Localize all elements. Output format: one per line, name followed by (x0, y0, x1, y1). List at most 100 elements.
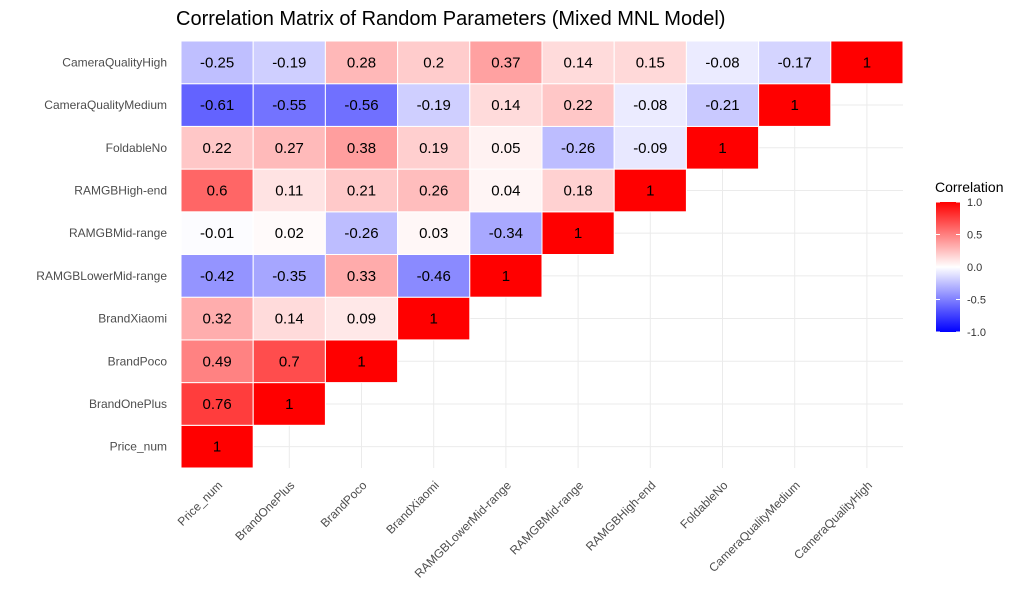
cell-value-label: 0.19 (419, 140, 448, 157)
cell-value-label: 0.14 (491, 97, 520, 114)
cell-value-label: -0.01 (200, 225, 234, 242)
legend-tick-label: -0.5 (967, 295, 986, 307)
cell-value-label: -0.34 (489, 225, 523, 242)
y-tick-label: FoldableNo (106, 141, 168, 155)
heatmap-cell (180, 40, 254, 85)
y-tick-label: BrandOnePlus (89, 397, 167, 411)
cell-value-label: 1 (718, 140, 726, 157)
cell-value-label: 0.38 (347, 140, 376, 157)
x-tick-label: FoldableNo (677, 478, 731, 532)
heatmap-cell (685, 40, 760, 85)
x-tick-label: RAMGBHigh-end (583, 478, 658, 553)
cell-value-label: 0.22 (202, 140, 231, 157)
cell-value-label: -0.08 (633, 97, 667, 114)
cell-value-label: 0.14 (563, 54, 592, 71)
heatmap-cell (252, 382, 326, 426)
cell-value-label: -0.21 (705, 97, 739, 114)
heatmap-cell (685, 83, 760, 127)
heatmap-cell (397, 254, 471, 298)
cell-value-label: -0.19 (272, 54, 306, 71)
heatmap-cell (324, 339, 399, 384)
cell-value-label: -0.17 (778, 54, 812, 71)
heatmap-cell (252, 296, 326, 341)
heatmap-cell (324, 211, 399, 256)
cell-value-label: 1 (357, 353, 365, 370)
x-tick-label: RAMGBMid-range (507, 478, 586, 557)
y-axis: Price_num BrandOnePlus BrandPoco BrandXiaom… (36, 55, 167, 453)
cell-value-label: 0.11 (275, 182, 303, 199)
heatmap-cell (180, 168, 254, 213)
heatmap-cell (324, 83, 399, 127)
legend-ticks: 1.0 0.5 0.0 -0.5 -1.0 (936, 197, 986, 339)
x-tick-label: CameraQualityHigh (791, 478, 875, 562)
legend-tick-label: 0.0 (967, 262, 982, 274)
cell-value-label: 0.7 (279, 353, 300, 370)
cell-value-label: 0.28 (347, 54, 376, 71)
heatmap-cell (397, 296, 471, 341)
y-tick-label: CameraQualityMedium (44, 98, 167, 112)
cell-value-label: 0.18 (563, 182, 592, 199)
heatmap-cell (180, 83, 254, 127)
heatmap-cell (469, 168, 543, 213)
cell-value-label: 1 (791, 97, 799, 114)
heatmap-cell (252, 40, 326, 85)
x-tick-label: BrandXiaomi (383, 478, 441, 536)
cell-value-label: 0.21 (347, 182, 376, 199)
heatmap-cell (541, 168, 615, 213)
heatmap-cell (469, 125, 543, 170)
heatmap-cell (180, 382, 254, 426)
cell-value-label: 0.15 (636, 54, 665, 71)
cell-value-labels: 1 0.76 1 0.49 0.7 1 0.32 0.14 0.09 1 -0.42 -0.35 0.3… (200, 54, 871, 455)
heatmap-cell (397, 211, 471, 256)
cell-value-label: -0.42 (200, 268, 234, 285)
y-tick-label: BrandPoco (108, 354, 168, 368)
cell-value-label: -0.56 (344, 97, 378, 114)
heatmap-cell (541, 40, 615, 85)
legend-title: Correlation (935, 179, 1003, 195)
heatmap-cell (830, 40, 904, 85)
heatmap-cell (469, 40, 543, 85)
cell-value-label: 0.33 (347, 268, 376, 285)
x-tick-label: BrandPoco (318, 478, 370, 530)
legend: Correlation 1.0 0.5 0.0 -0.5 -1.0 (935, 179, 1003, 339)
cell-value-label: 0.04 (491, 182, 520, 199)
cell-value-label: 1 (646, 182, 654, 199)
heatmap-cell (613, 40, 687, 85)
cell-value-label: 0.26 (419, 182, 448, 199)
cell-value-label: 0.49 (202, 353, 231, 370)
cell-value-label: -0.19 (417, 97, 451, 114)
heatmap-cell (469, 211, 543, 256)
cell-value-label: -0.25 (200, 54, 234, 71)
heatmap-cell (180, 424, 254, 469)
cell-value-label: -0.08 (705, 54, 739, 71)
chart-title: Correlation Matrix of Random Parameters … (176, 8, 725, 30)
cell-value-label: 0.09 (347, 311, 376, 328)
cell-value-label: -0.26 (344, 225, 378, 242)
x-axis: Price_num BrandOnePlus BrandPoco BrandXiaom… (175, 478, 875, 581)
cell-value-label: 1 (430, 311, 438, 328)
heatmap-cell (758, 83, 832, 127)
heatmap-cell (324, 296, 399, 341)
y-tick-label: CameraQualityHigh (62, 55, 167, 69)
cell-value-label: 0.32 (202, 311, 231, 328)
cell-value-label: 1 (285, 396, 293, 413)
legend-tick-label: 0.5 (967, 230, 982, 242)
cell-value-label: 0.22 (563, 97, 592, 114)
cell-value-label: 0.02 (275, 225, 304, 242)
heatmap-cell (180, 254, 254, 298)
y-tick-label: RAMGBHigh-end (74, 183, 167, 197)
heatmap-cells (180, 40, 904, 469)
cell-value-label: -0.26 (561, 140, 595, 157)
cell-value-label: 0.6 (207, 182, 228, 199)
y-tick-label: RAMGBLowerMid-range (36, 269, 167, 283)
cell-value-label: 0.03 (419, 225, 448, 242)
y-tick-label: BrandXiaomi (98, 312, 167, 326)
cell-value-label: -0.61 (200, 97, 234, 114)
heatmap-cell (541, 83, 615, 127)
heatmap-cell (397, 40, 471, 85)
y-tick-label: RAMGBMid-range (69, 226, 167, 240)
cell-value-label: 1 (502, 268, 510, 285)
cell-value-label: 0.2 (423, 54, 444, 71)
legend-tick-label: -1.0 (967, 327, 986, 339)
